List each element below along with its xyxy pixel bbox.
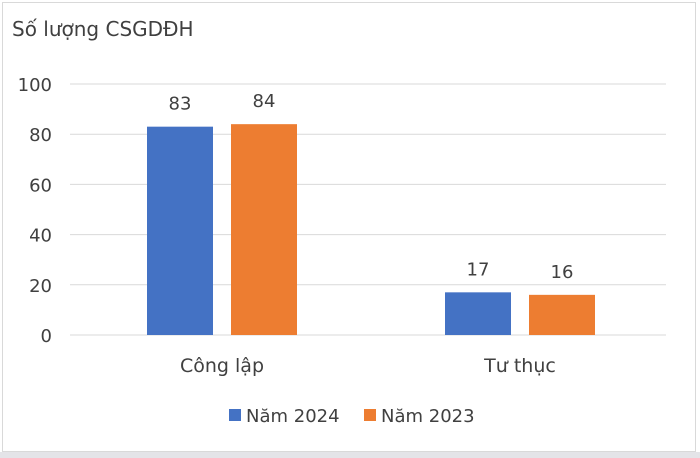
data-label: 83: [169, 94, 192, 115]
legend: Năm 2024 Năm 2023: [229, 406, 475, 427]
data-labels: 83 84 17 16: [169, 91, 574, 283]
bottom-strip: [0, 452, 700, 458]
bar: [147, 126, 213, 335]
legend-swatch: [229, 409, 241, 421]
y-tick-label: 100: [18, 75, 52, 96]
data-label: 17: [467, 259, 490, 280]
bar: [445, 292, 511, 335]
x-axis-categories: Công lập Tư thục: [180, 355, 556, 377]
bar: [529, 294, 595, 335]
y-tick-label: 0: [41, 326, 52, 347]
legend-label: Năm 2023: [381, 406, 475, 427]
bar: [231, 124, 297, 335]
y-tick-label: 20: [29, 276, 52, 297]
y-tick-label: 40: [29, 226, 52, 247]
y-tick-label: 60: [29, 175, 52, 196]
x-category-label: Công lập: [180, 355, 264, 377]
legend-swatch: [364, 409, 376, 421]
y-axis-ticks: 0 20 40 60 80 100: [18, 75, 52, 347]
x-category-label: Tư thục: [483, 355, 556, 377]
chart-title: Số lượng CSGDĐH: [12, 17, 194, 41]
legend-label: Năm 2024: [246, 406, 340, 427]
data-label: 84: [253, 91, 276, 112]
y-tick-label: 80: [29, 125, 52, 146]
chart-frame: [2, 2, 696, 452]
bars: [147, 124, 595, 335]
data-label: 16: [551, 262, 574, 283]
